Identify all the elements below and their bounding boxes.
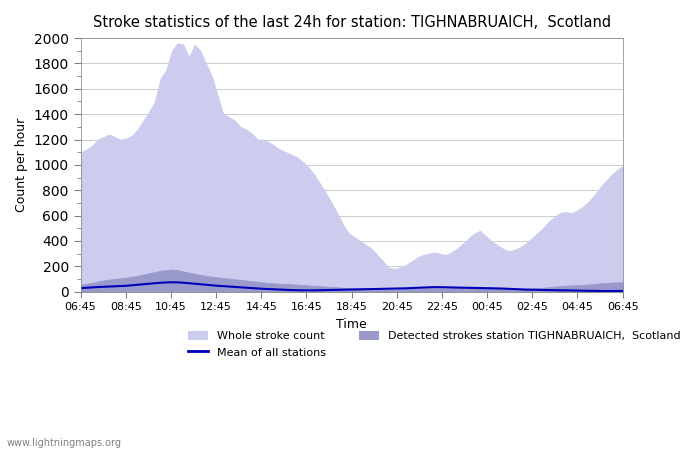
- Title: Stroke statistics of the last 24h for station: TIGHNABRUAICH,  Scotland: Stroke statistics of the last 24h for st…: [92, 15, 610, 30]
- Legend: Whole stroke count, Mean of all stations, Detected strokes station TIGHNABRUAICH: Whole stroke count, Mean of all stations…: [183, 326, 685, 362]
- Y-axis label: Count per hour: Count per hour: [15, 118, 28, 212]
- X-axis label: Time: Time: [336, 318, 367, 331]
- Text: www.lightningmaps.org: www.lightningmaps.org: [7, 438, 122, 448]
